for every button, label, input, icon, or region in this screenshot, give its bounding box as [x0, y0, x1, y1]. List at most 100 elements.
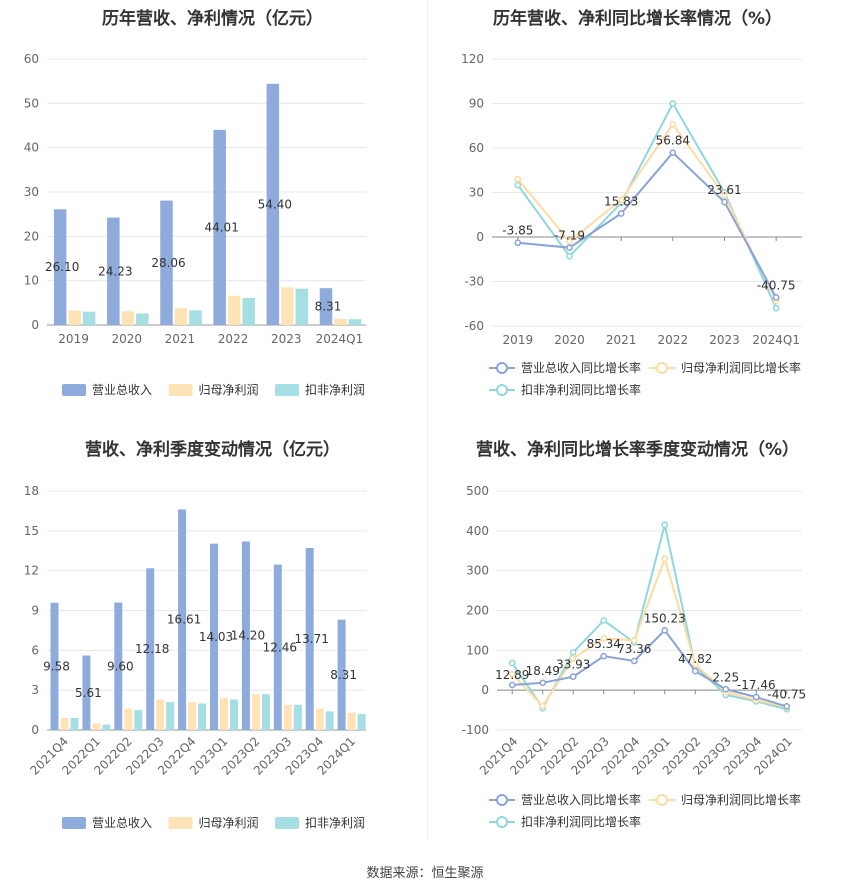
bar-deducted-profit	[82, 311, 96, 325]
y-tick-label: 30	[469, 186, 484, 200]
bar-deducted-profit	[261, 694, 270, 730]
data-label: 150.23	[644, 611, 686, 625]
quarterly-revenue-profit-panel: 营收、净利季度变动情况（亿元） 0 3 6 9 12 15 18 9.58 2021Q4 5.61…	[0, 425, 425, 845]
bar-deducted-profit	[230, 699, 239, 730]
bar-net-profit	[121, 311, 135, 325]
data-label: 23.61	[707, 183, 741, 197]
data-point	[721, 192, 728, 199]
legend-marker	[656, 362, 668, 374]
chart-title: 营收、净利季度变动情况（亿元）	[85, 440, 340, 460]
bar-net-profit	[60, 718, 69, 730]
data-point	[508, 681, 516, 689]
panel-divider	[427, 0, 428, 840]
y-tick-label: 12	[24, 564, 39, 578]
x-tick-label: 2021	[606, 333, 637, 347]
data-label: 44.01	[204, 220, 238, 234]
data-point	[569, 648, 577, 656]
bar-deducted-profit	[348, 319, 362, 325]
data-label: 33.93	[556, 658, 590, 672]
bar-revenue	[160, 200, 173, 325]
bar-revenue	[107, 217, 120, 325]
data-point	[783, 703, 791, 710]
bar-deducted-profit	[293, 704, 302, 730]
data-label: 8.31	[315, 300, 342, 314]
y-tick-label: 6	[31, 643, 39, 657]
bar-revenue	[114, 602, 123, 730]
data-label: 9.60	[107, 659, 134, 673]
y-tick-label: 0	[476, 230, 484, 244]
data-point	[630, 637, 638, 644]
legend-marker	[656, 794, 668, 806]
data-point	[600, 635, 608, 642]
y-tick-label: 500	[466, 484, 489, 498]
legend-swatch	[62, 817, 86, 829]
data-point	[569, 654, 577, 662]
data-label: 73.36	[617, 642, 651, 656]
data-label: 12.46	[263, 640, 297, 654]
y-tick-label: 60	[24, 52, 39, 66]
bar-deducted-profit	[102, 724, 111, 730]
data-point	[600, 652, 608, 660]
data-point	[508, 670, 516, 678]
data-point	[661, 555, 669, 563]
bar-revenue	[337, 619, 346, 730]
y-tick-label: -60	[464, 319, 484, 333]
data-label: 18.49	[526, 664, 560, 678]
data-point	[514, 181, 522, 189]
data-point	[669, 149, 677, 157]
data-label: 12.89	[495, 668, 529, 682]
data-point	[691, 667, 699, 675]
data-point	[566, 244, 573, 252]
data-point	[630, 657, 638, 665]
data-label: 24.23	[98, 264, 132, 278]
quarterly-growth-line-chart: -10001002003004005002021Q42022Q12022Q220…	[462, 484, 806, 829]
bar-net-profit	[188, 702, 197, 730]
data-label: -40.75	[767, 687, 806, 701]
data-point	[661, 521, 669, 529]
y-tick-label: 400	[466, 524, 489, 538]
y-tick-label: 20	[24, 229, 39, 243]
legend-swatch	[168, 817, 193, 829]
y-tick-label: 0	[481, 683, 489, 697]
bar-revenue	[82, 655, 91, 730]
y-tick-label: 0	[31, 318, 39, 332]
x-tick-label: 2022	[658, 333, 689, 347]
data-point	[539, 679, 547, 687]
data-point	[772, 304, 780, 312]
series-line-net-profit	[511, 555, 787, 709]
y-tick-label: 3	[31, 683, 39, 697]
bar-deducted-profit	[198, 703, 207, 730]
bar-deducted-profit	[325, 711, 334, 730]
x-tick-label: 2023	[709, 333, 740, 347]
annual-growth-panel: 历年营收、净利同比增长率情况（%） -60 -30 0 30 60 90 120 2019 20…	[425, 0, 850, 410]
bar-net-profit	[68, 310, 81, 325]
chart-title: 营收、净利同比增长率季度变动情况（%）	[475, 440, 800, 460]
data-label: 47.82	[678, 652, 712, 666]
legend-label: 归母净利润同比增长率	[681, 792, 801, 807]
y-tick-label: 0	[31, 723, 39, 737]
legend-label: 营业总收入同比增长率	[521, 360, 641, 375]
legend-label: 营业总收入	[92, 383, 152, 397]
legend-label: 归母净利润	[199, 383, 259, 397]
data-point	[514, 175, 522, 183]
data-point	[617, 210, 625, 217]
data-point	[569, 673, 577, 681]
x-tick-label: 2020	[554, 333, 585, 347]
bar-revenue	[273, 564, 282, 730]
bar-deducted-profit	[357, 714, 366, 730]
x-tick-label: 2024Q1	[316, 332, 364, 346]
bar-deducted-profit	[134, 710, 143, 730]
bar-revenue	[50, 602, 59, 730]
legend-label: 营业总收入同比增长率	[521, 792, 641, 807]
legend-label: 扣非净利润	[305, 383, 365, 397]
quarterly-growth-panel: 营收、净利同比增长率季度变动情况（%） -100 0 100 200 300 400 500…	[425, 425, 850, 845]
bar-revenue	[319, 288, 333, 325]
legend-label: 扣非净利润	[305, 816, 365, 830]
data-point	[661, 626, 669, 634]
data-label: 28.06	[151, 256, 185, 270]
legend-swatch	[275, 384, 299, 396]
x-tick-label: 2021	[165, 332, 196, 346]
data-label: 13.71	[295, 632, 329, 646]
data-point	[669, 120, 677, 128]
data-point	[721, 198, 728, 206]
